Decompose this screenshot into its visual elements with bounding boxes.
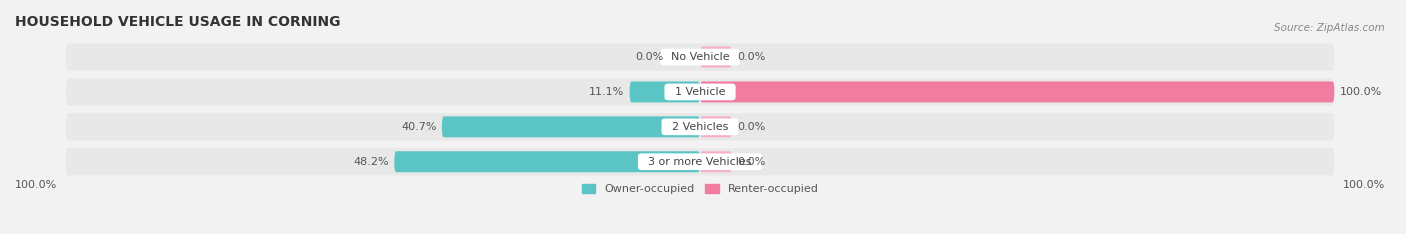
Text: Source: ZipAtlas.com: Source: ZipAtlas.com xyxy=(1274,23,1385,33)
FancyBboxPatch shape xyxy=(394,151,700,172)
Text: 1 Vehicle: 1 Vehicle xyxy=(668,87,733,97)
FancyBboxPatch shape xyxy=(630,81,700,102)
FancyBboxPatch shape xyxy=(66,44,1334,71)
FancyBboxPatch shape xyxy=(66,113,1334,140)
Text: 0.0%: 0.0% xyxy=(737,122,765,132)
FancyBboxPatch shape xyxy=(700,151,731,172)
Text: 0.0%: 0.0% xyxy=(636,52,664,62)
Text: 3 or more Vehicles: 3 or more Vehicles xyxy=(641,157,759,167)
Text: No Vehicle: No Vehicle xyxy=(664,52,737,62)
FancyBboxPatch shape xyxy=(700,116,731,137)
Text: 0.0%: 0.0% xyxy=(737,157,765,167)
Text: HOUSEHOLD VEHICLE USAGE IN CORNING: HOUSEHOLD VEHICLE USAGE IN CORNING xyxy=(15,15,340,29)
FancyBboxPatch shape xyxy=(66,78,1334,106)
Text: 100.0%: 100.0% xyxy=(15,180,58,190)
Text: 100.0%: 100.0% xyxy=(1340,87,1382,97)
Text: 2 Vehicles: 2 Vehicles xyxy=(665,122,735,132)
FancyBboxPatch shape xyxy=(700,47,731,67)
Text: 48.2%: 48.2% xyxy=(353,157,389,167)
Text: 11.1%: 11.1% xyxy=(589,87,624,97)
Text: 40.7%: 40.7% xyxy=(401,122,437,132)
FancyBboxPatch shape xyxy=(66,148,1334,175)
Text: 100.0%: 100.0% xyxy=(1343,180,1385,190)
FancyBboxPatch shape xyxy=(700,81,1334,102)
Legend: Owner-occupied, Renter-occupied: Owner-occupied, Renter-occupied xyxy=(578,179,823,198)
Text: 0.0%: 0.0% xyxy=(737,52,765,62)
FancyBboxPatch shape xyxy=(441,116,700,137)
